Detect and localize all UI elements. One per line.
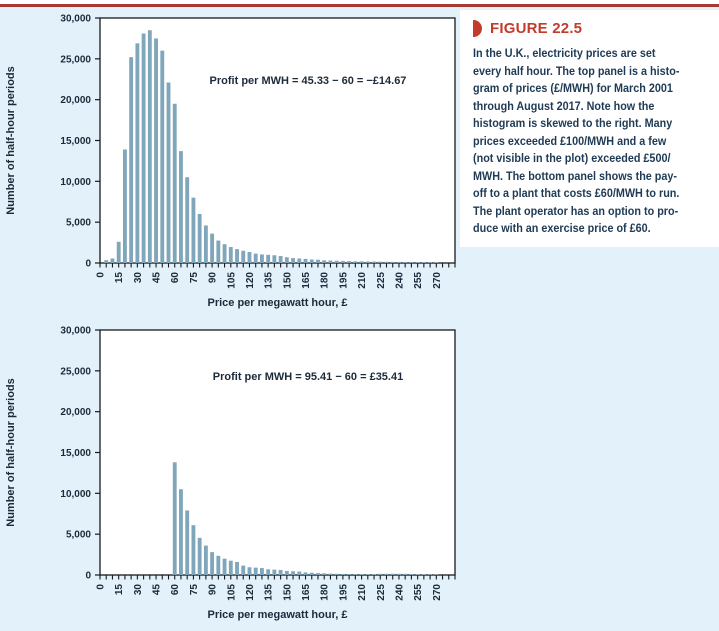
svg-text:10,000: 10,000	[60, 177, 91, 188]
svg-text:240: 240	[394, 272, 405, 289]
svg-text:45: 45	[152, 584, 163, 596]
svg-text:165: 165	[301, 584, 312, 601]
figure-caption-title-row: FIGURE 22.5	[473, 20, 715, 37]
x-axis-title: Price per megawatt hour, £	[208, 297, 348, 309]
svg-text:90: 90	[208, 584, 219, 596]
svg-text:5,000: 5,000	[66, 530, 91, 541]
svg-text:180: 180	[320, 272, 331, 289]
svg-text:45: 45	[152, 272, 163, 284]
svg-text:20,000: 20,000	[60, 95, 91, 106]
profit-annotation: Profit per MWH = 95.41 − 60 = £35.41	[213, 371, 403, 383]
bottom-histogram-panel: 0 5,000 10,000 15,000 20,000 25,000 30,000 0 15 3…	[0, 320, 462, 628]
y-axis-title: Number of half-hour periods	[5, 66, 17, 215]
svg-text:10,000: 10,000	[60, 489, 91, 500]
svg-text:105: 105	[226, 272, 237, 289]
svg-text:75: 75	[189, 272, 200, 284]
svg-text:180: 180	[320, 584, 331, 601]
svg-text:225: 225	[376, 584, 387, 601]
svg-text:15,000: 15,000	[60, 448, 91, 459]
svg-text:255: 255	[413, 584, 424, 601]
svg-text:135: 135	[264, 272, 275, 289]
svg-text:5,000: 5,000	[66, 218, 91, 229]
svg-text:60: 60	[170, 272, 181, 284]
top-rule	[0, 4, 719, 7]
svg-text:195: 195	[338, 272, 349, 289]
figure-flag-icon	[473, 20, 482, 37]
svg-text:60: 60	[170, 584, 181, 596]
figure-caption-body: In the U.K., electricity prices are set …	[473, 46, 680, 235]
svg-text:225: 225	[376, 272, 387, 289]
svg-text:15,000: 15,000	[60, 136, 91, 147]
svg-text:0: 0	[96, 272, 107, 278]
x-axis-title: Price per megawatt hour, £	[208, 609, 348, 621]
svg-text:30: 30	[133, 584, 144, 596]
svg-text:0: 0	[96, 584, 107, 590]
svg-text:25,000: 25,000	[60, 366, 91, 377]
svg-text:165: 165	[301, 272, 312, 289]
figure-caption-label: FIGURE 22.5	[490, 20, 583, 37]
svg-text:0: 0	[85, 571, 91, 582]
svg-text:240: 240	[394, 584, 405, 601]
svg-text:105: 105	[226, 584, 237, 601]
svg-text:135: 135	[264, 584, 275, 601]
svg-text:15: 15	[114, 584, 125, 596]
svg-text:270: 270	[432, 272, 443, 289]
svg-text:120: 120	[245, 272, 256, 289]
figure-caption: FIGURE 22.5 In the U.K., electricity pri…	[460, 10, 719, 247]
svg-text:30: 30	[133, 272, 144, 284]
svg-text:30,000: 30,000	[60, 14, 91, 25]
profit-annotation: Profit per MWH = 45.33 − 60 = −£14.67	[210, 75, 407, 87]
svg-text:20,000: 20,000	[60, 407, 91, 418]
svg-text:30,000: 30,000	[60, 326, 91, 337]
svg-text:0: 0	[85, 259, 91, 270]
svg-text:75: 75	[189, 584, 200, 596]
svg-text:25,000: 25,000	[60, 54, 91, 65]
svg-text:255: 255	[413, 272, 424, 289]
svg-text:150: 150	[282, 272, 293, 289]
svg-text:210: 210	[357, 584, 368, 601]
svg-text:270: 270	[432, 584, 443, 601]
bottom-histogram-chart: 0 5,000 10,000 15,000 20,000 25,000 30,000 0 15 3…	[5, 326, 456, 621]
svg-text:195: 195	[338, 584, 349, 601]
svg-text:150: 150	[282, 584, 293, 601]
svg-text:15: 15	[114, 272, 125, 284]
top-histogram-panel: 0 5,000 10,000 15,000 20,000 25,000 30,000 0 15 3…	[0, 8, 462, 316]
y-axis-title: Number of half-hour periods	[5, 378, 17, 527]
svg-text:120: 120	[245, 584, 256, 601]
svg-text:90: 90	[208, 272, 219, 284]
top-histogram-chart: 0 5,000 10,000 15,000 20,000 25,000 30,000 0 15 3…	[5, 14, 456, 309]
svg-text:210: 210	[357, 272, 368, 289]
